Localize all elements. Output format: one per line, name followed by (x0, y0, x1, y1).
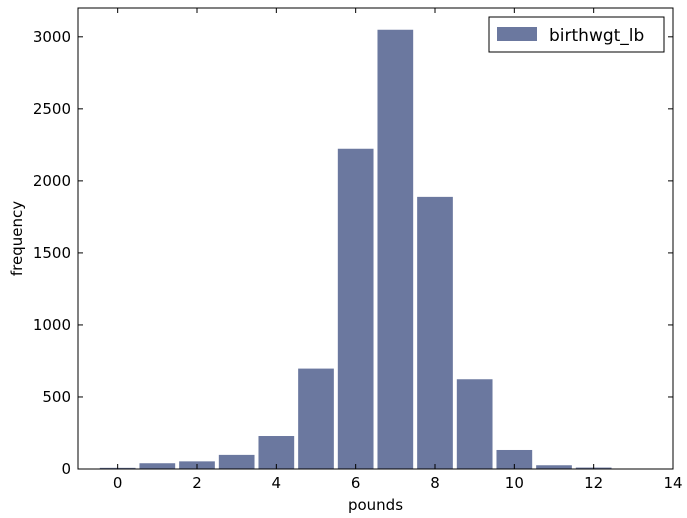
x-tick-label: 4 (272, 474, 282, 492)
bar-4 (258, 436, 295, 469)
bar-5 (298, 368, 334, 469)
y-tick-label: 1000 (33, 316, 71, 334)
y-tick-label: 1500 (33, 244, 71, 262)
x-tick-label: 12 (584, 474, 603, 492)
y-tick-label: 0 (61, 460, 71, 478)
bar-3 (218, 454, 255, 469)
ticks-layer: 0 2 4 6 8 10 12 14 0 500 1000 1500 2000 2500 3000 (33, 8, 683, 492)
y-tick-label: 2500 (33, 100, 71, 118)
bar-1 (139, 463, 176, 469)
x-tick-label: 6 (351, 474, 361, 492)
bar-9 (456, 379, 493, 469)
legend: birthwgt_lb (488, 16, 665, 53)
bar-10 (496, 449, 533, 469)
bars-layer (99, 29, 612, 469)
y-axis-label: frequency (8, 201, 26, 276)
x-tick-label: 10 (505, 474, 524, 492)
legend-swatch (497, 27, 537, 41)
bar-6 (337, 148, 374, 469)
x-tick-label: 14 (663, 474, 682, 492)
legend-label: birthwgt_lb (549, 26, 644, 46)
bar-11 (536, 465, 572, 469)
bar-8 (417, 196, 453, 469)
x-tick-label: 2 (192, 474, 202, 492)
y-tick-label: 2000 (33, 172, 71, 190)
x-tick-label: 8 (430, 474, 440, 492)
y-tick-label: 500 (42, 388, 71, 406)
plot-frame (77, 7, 674, 470)
bar-7 (377, 29, 414, 469)
x-axis-label: pounds (348, 496, 403, 514)
x-tick-label: 0 (113, 474, 123, 492)
y-tick-label: 3000 (33, 28, 71, 46)
